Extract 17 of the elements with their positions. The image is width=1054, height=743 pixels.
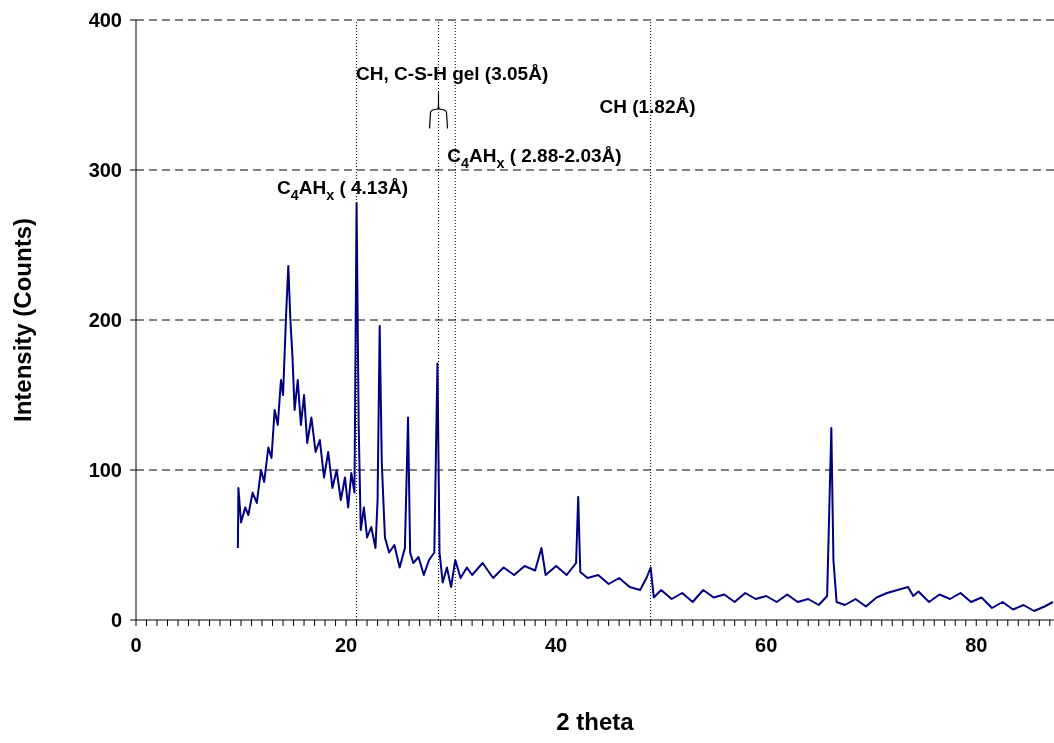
y-tick-label: 400 xyxy=(88,9,122,32)
y-axis-title: Intensity (Counts) xyxy=(8,218,36,422)
annotation: C$_{4}$AH$_{x}$ ( 4.13Å) xyxy=(277,176,409,203)
x-tick-label: 20 xyxy=(334,634,358,657)
y-tick-label: 0 xyxy=(110,609,122,632)
x-tick-label: 0 xyxy=(130,634,142,657)
annotation: CH, C-S-H gel (3.05Å) xyxy=(356,62,549,83)
x-tick-label: 40 xyxy=(545,634,568,657)
y-tick-label: 200 xyxy=(88,309,122,332)
annotation: C$_{4}$AH$_{x}$ ( 2.88-2.03Å) xyxy=(447,144,622,171)
annotation: CH (1.82Å) xyxy=(599,95,696,116)
y-tick-label: 300 xyxy=(88,159,122,182)
line-series xyxy=(236,202,1054,612)
x-axis-title: 2 theta xyxy=(556,708,635,735)
y-tick-label: 100 xyxy=(88,459,122,482)
x-tick-label: 80 xyxy=(965,634,988,657)
x-tick-label: 60 xyxy=(755,634,778,657)
